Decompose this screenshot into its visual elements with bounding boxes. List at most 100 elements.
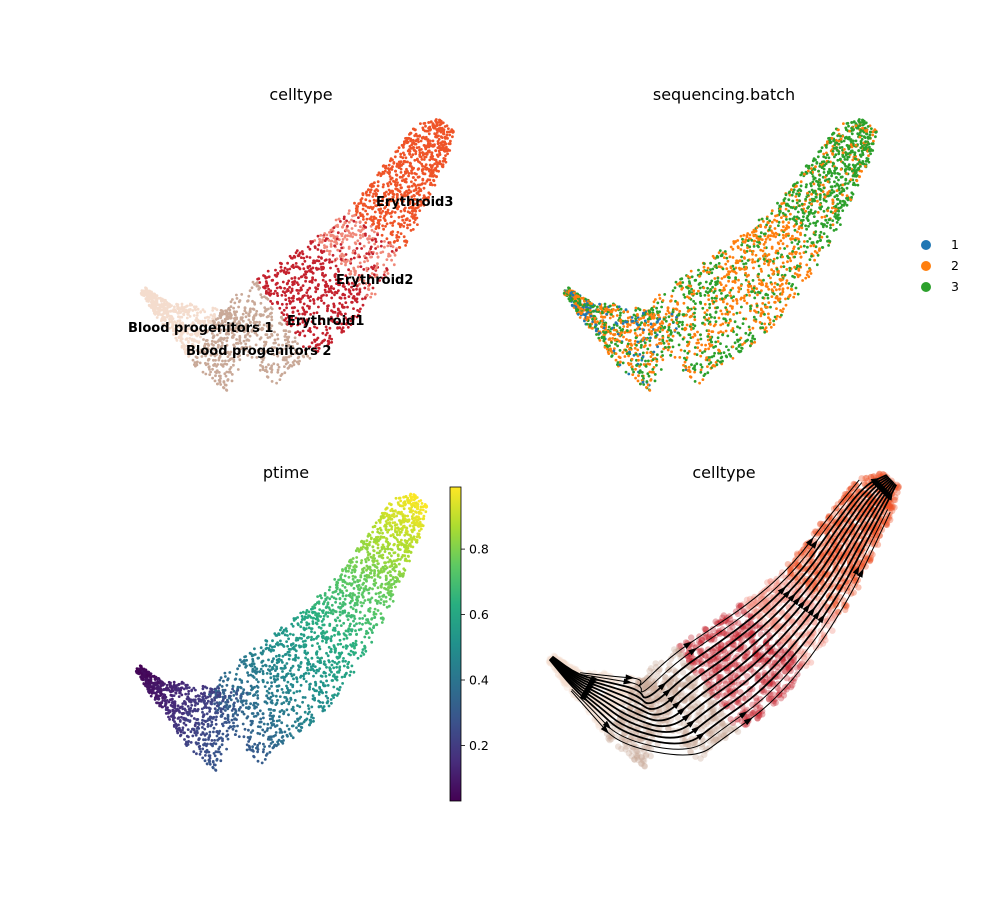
data-point xyxy=(804,185,808,189)
data-point xyxy=(306,245,310,249)
data-point xyxy=(770,220,774,224)
data-point xyxy=(775,219,779,223)
data-point xyxy=(145,294,149,298)
data-point xyxy=(404,156,408,160)
data-point xyxy=(717,262,721,265)
data-point xyxy=(841,183,845,187)
data-point xyxy=(418,134,421,138)
data-point xyxy=(616,332,620,336)
data-point xyxy=(751,252,754,256)
data-point xyxy=(707,294,710,297)
data-point xyxy=(728,276,731,280)
data-point xyxy=(334,218,338,222)
data-point xyxy=(828,218,832,222)
data-point xyxy=(682,363,685,367)
data-point xyxy=(383,169,387,173)
data-point xyxy=(185,337,189,341)
data-point xyxy=(701,351,704,355)
data-point xyxy=(805,227,808,231)
data-point xyxy=(813,258,816,262)
data-point xyxy=(332,287,336,290)
data-point xyxy=(372,201,376,205)
data-point xyxy=(838,206,841,210)
data-point xyxy=(604,309,607,313)
data-point xyxy=(789,237,793,241)
data-point xyxy=(631,373,635,376)
data-point xyxy=(740,346,743,350)
data-point xyxy=(411,153,415,157)
data-point xyxy=(329,266,332,270)
data-point xyxy=(402,235,406,239)
data-point xyxy=(392,263,396,267)
data-point xyxy=(666,348,670,352)
data-point xyxy=(719,356,723,360)
data-point xyxy=(165,306,169,310)
data-point xyxy=(330,309,333,312)
data-point xyxy=(297,297,301,301)
data-point xyxy=(682,301,686,305)
data-point xyxy=(358,255,361,259)
data-point xyxy=(329,239,333,243)
data-point xyxy=(359,265,363,268)
data-point xyxy=(699,354,703,358)
data-point xyxy=(395,173,399,177)
data-point xyxy=(638,353,642,356)
data-point xyxy=(661,328,664,332)
data-point xyxy=(781,233,785,237)
data-point xyxy=(406,185,410,189)
data-point xyxy=(798,273,802,277)
data-point xyxy=(367,193,371,197)
data-point xyxy=(325,245,329,249)
data-point xyxy=(276,333,279,337)
data-point xyxy=(646,347,650,351)
data-point xyxy=(818,173,822,177)
data-point xyxy=(653,379,657,383)
data-point xyxy=(808,268,812,272)
data-point xyxy=(326,307,329,311)
data-point xyxy=(224,359,227,363)
data-point xyxy=(633,346,637,350)
data-point xyxy=(783,197,787,200)
data-point xyxy=(389,190,392,194)
data-point xyxy=(265,289,268,293)
data-point xyxy=(349,323,353,326)
data-point xyxy=(299,256,303,259)
data-point xyxy=(850,195,853,199)
data-point xyxy=(763,330,767,334)
data-point xyxy=(376,184,380,188)
data-point xyxy=(443,125,447,128)
data-point xyxy=(390,258,393,262)
data-point xyxy=(867,154,870,158)
data-point xyxy=(321,262,325,265)
data-point xyxy=(760,270,763,273)
data-point xyxy=(248,334,252,338)
data-point xyxy=(571,304,574,308)
data-point xyxy=(261,358,265,362)
data-point xyxy=(308,356,312,360)
data-point xyxy=(361,234,365,238)
cluster-label: Blood progenitors 2 xyxy=(186,344,331,359)
data-point xyxy=(316,336,320,340)
data-point xyxy=(796,230,799,234)
data-point xyxy=(328,279,332,282)
data-point xyxy=(282,313,286,316)
data-point xyxy=(704,343,707,347)
data-point xyxy=(833,209,837,213)
data-point xyxy=(779,209,782,213)
data-point xyxy=(871,142,875,146)
data-point xyxy=(270,368,274,372)
data-point xyxy=(764,240,767,244)
data-point xyxy=(330,260,334,264)
data-point xyxy=(790,193,794,197)
data-point xyxy=(207,365,211,369)
data-point xyxy=(764,305,767,309)
data-point xyxy=(428,158,432,162)
data-point xyxy=(321,278,325,282)
data-point xyxy=(757,241,761,244)
data-point xyxy=(254,325,258,328)
data-point xyxy=(681,337,685,341)
data-point xyxy=(236,368,240,371)
data-point xyxy=(246,299,250,303)
data-point xyxy=(418,155,422,158)
